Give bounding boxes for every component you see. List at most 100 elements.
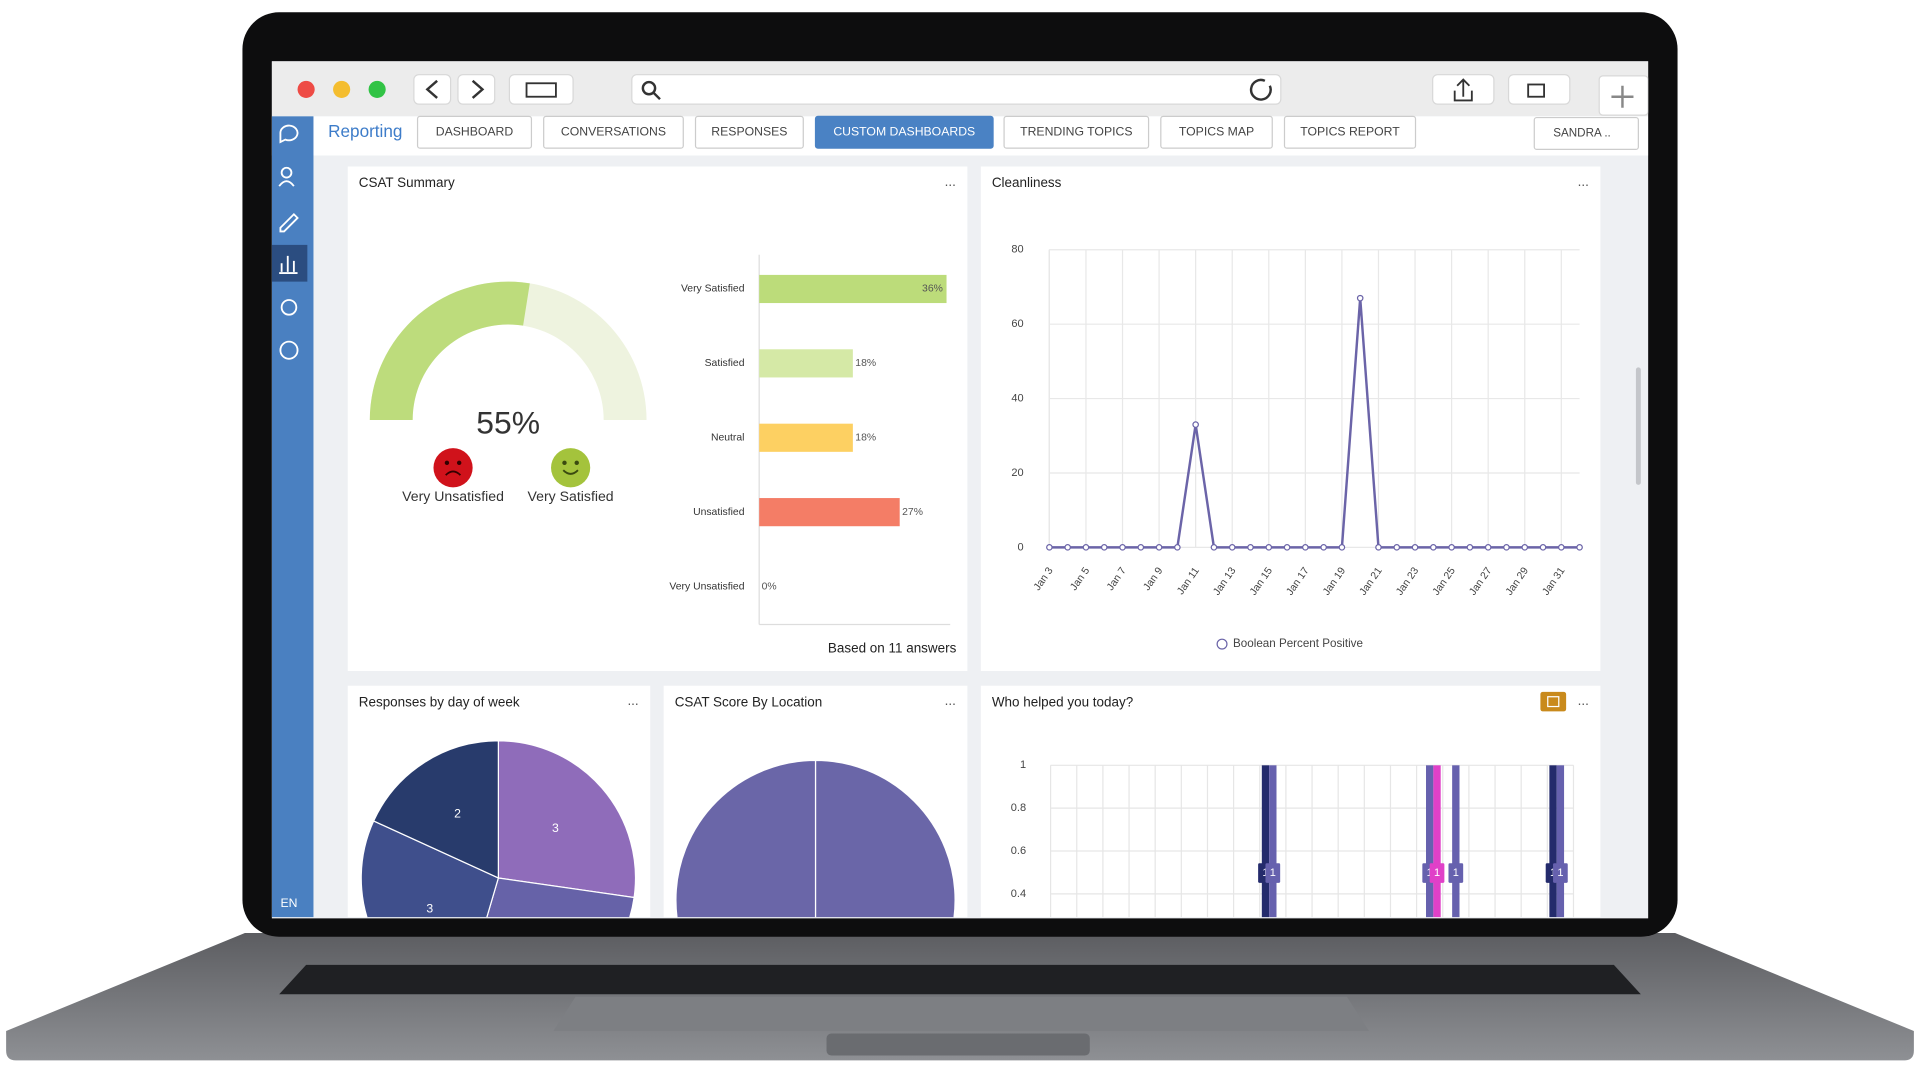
line-point xyxy=(1283,544,1291,551)
plus-icon xyxy=(1611,85,1634,108)
line-point xyxy=(1521,544,1529,551)
line-point xyxy=(1558,544,1565,551)
value-label-box xyxy=(1429,863,1445,883)
face-eye xyxy=(456,460,462,466)
tab-label: RESPONSES xyxy=(711,124,787,138)
value-label-box xyxy=(1448,863,1464,883)
face-mouth xyxy=(445,470,462,476)
reload-icon xyxy=(1249,78,1272,101)
pie-slice xyxy=(675,759,817,918)
tab[interactable] xyxy=(416,115,533,149)
browser-buttons xyxy=(413,74,1649,116)
pie-slice xyxy=(360,820,500,918)
forward-button[interactable] xyxy=(457,74,496,105)
line-point xyxy=(1137,544,1145,551)
legend-marker xyxy=(1216,638,1228,650)
reports-icon[interactable] xyxy=(279,255,298,274)
y-tick-label: 1 xyxy=(1020,759,1026,771)
calendar-button[interactable] xyxy=(1540,691,1567,712)
forward-icon xyxy=(471,79,485,99)
help-icon[interactable] xyxy=(279,340,299,360)
line-point xyxy=(1430,544,1437,551)
gauge-end-label-box: Very Unsatisfied xyxy=(402,490,504,505)
people-icon[interactable] xyxy=(280,166,293,179)
tab[interactable] xyxy=(814,115,994,149)
value-label: 27% xyxy=(902,507,923,518)
user-menu[interactable] xyxy=(1533,116,1639,150)
line-point xyxy=(1119,544,1126,551)
nav-title: Reporting xyxy=(328,121,402,141)
tab[interactable] xyxy=(1160,115,1273,149)
tab[interactable] xyxy=(694,115,804,149)
calendar-icon xyxy=(1547,696,1560,708)
line-point xyxy=(1484,544,1492,551)
search-icon xyxy=(641,80,657,96)
keyboard xyxy=(279,964,1641,995)
pie-slice xyxy=(486,877,635,918)
tab-label: DASHBOARD xyxy=(436,124,514,138)
y-tick-label: 20 xyxy=(1011,467,1023,479)
minimize-button[interactable] xyxy=(333,80,351,98)
line-point xyxy=(1100,544,1108,551)
line-point xyxy=(1192,421,1199,428)
panel xyxy=(980,166,1601,672)
settings-icon[interactable] xyxy=(280,299,298,316)
y-tick-label: 40 xyxy=(1011,392,1023,404)
back-button[interactable] xyxy=(413,74,452,105)
panel-menu[interactable]: ... xyxy=(945,693,956,708)
gauge-end-label-box: Very Satisfied xyxy=(528,490,614,505)
bar xyxy=(1269,765,1277,918)
toolbar-icons xyxy=(425,78,1634,108)
note: Based on 11 answers xyxy=(828,641,957,656)
tab[interactable] xyxy=(543,115,684,149)
line-point xyxy=(1448,544,1455,551)
line-point xyxy=(1466,544,1474,551)
line-point xyxy=(1503,544,1510,551)
search-handle xyxy=(653,92,661,101)
chat-icon[interactable] xyxy=(279,124,299,144)
scrollbar xyxy=(1635,367,1641,485)
tab[interactable] xyxy=(1003,115,1150,149)
panel-menu[interactable]: ... xyxy=(1578,174,1589,189)
edit-icon[interactable] xyxy=(279,212,299,233)
line-point xyxy=(1046,544,1053,551)
panel-menu[interactable]: ... xyxy=(945,174,956,189)
screen-content: EN Reporting DASHBOARD CONVERSATIONS RESPO… xyxy=(271,61,1649,918)
maximize-button[interactable] xyxy=(368,80,386,98)
category-label: Very Unsatisfied xyxy=(669,581,744,592)
category-label: Satisfied xyxy=(705,358,745,369)
panel-title: Cleanliness xyxy=(992,175,1062,190)
notch xyxy=(826,1033,1090,1056)
tabs: DASHBOARD CONVERSATIONS RESPONSES CUSTOM DA… xyxy=(416,115,1417,149)
pie-label: 3 xyxy=(552,821,559,835)
value-label-box xyxy=(1265,863,1281,883)
value-label: 0% xyxy=(762,581,777,592)
face-eye xyxy=(562,460,567,466)
dashboard: CSAT Summary... Cleanliness ... Responses b… xyxy=(347,166,1601,918)
line-point xyxy=(1320,544,1327,551)
panel-menu[interactable]: ... xyxy=(627,693,638,708)
tabs-button[interactable] xyxy=(1507,74,1571,105)
sidebar-button[interactable] xyxy=(508,74,574,105)
bar xyxy=(1549,765,1557,918)
panel-menu[interactable]: ... xyxy=(1578,693,1589,708)
value-label: 36% xyxy=(922,284,943,295)
line-point xyxy=(1082,544,1090,551)
close-button[interactable] xyxy=(297,80,315,98)
language[interactable]: EN xyxy=(280,896,297,910)
y-tick-label: 0.4 xyxy=(1011,888,1026,900)
bar xyxy=(759,498,900,527)
tabs-icon xyxy=(1527,83,1545,98)
people-icon-body xyxy=(278,180,295,187)
address-bar[interactable] xyxy=(631,74,1282,105)
y-tick-label: 0 xyxy=(1018,541,1024,553)
tab-label: TOPICS MAP xyxy=(1179,124,1254,138)
line-point xyxy=(1155,544,1163,551)
value-label: 1 xyxy=(1270,867,1276,879)
tab[interactable] xyxy=(1283,115,1417,149)
value-label: 1 xyxy=(1557,867,1563,879)
line-point xyxy=(1393,544,1401,551)
panel xyxy=(347,166,968,672)
bar xyxy=(1556,765,1565,918)
